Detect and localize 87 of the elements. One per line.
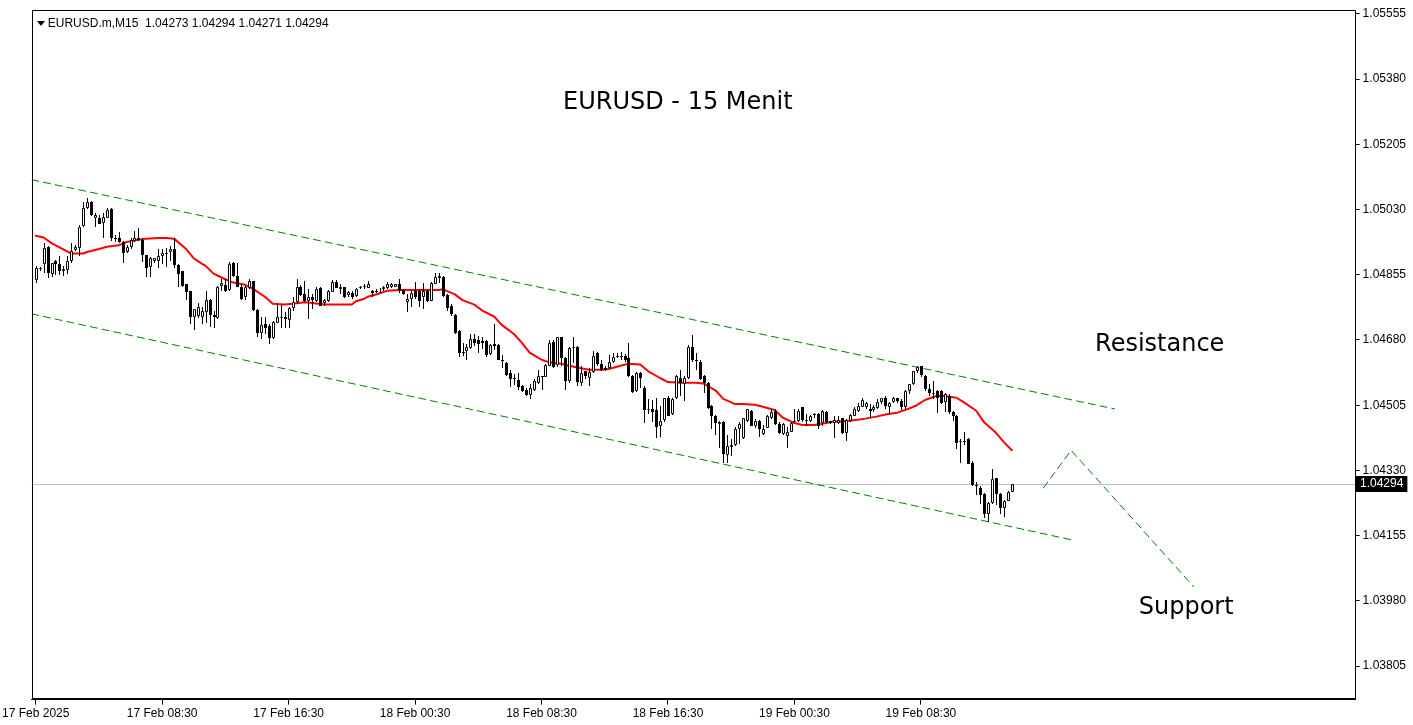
candlestick: [256, 308, 259, 338]
candlestick: [268, 323, 271, 345]
candlestick: [58, 255, 61, 276]
candlestick: [643, 385, 646, 424]
candlestick: [999, 492, 1002, 515]
candlestick: [70, 242, 73, 264]
candlestick: [679, 369, 682, 397]
candlestick: [683, 375, 686, 402]
x-tick-label: 17 Feb 2025: [2, 706, 70, 721]
x-tick-label: 18 Feb 08:30: [506, 706, 578, 721]
candlestick: [556, 336, 559, 368]
candlestick: [663, 397, 666, 423]
text: EURUSD - 15 Menit: [563, 87, 793, 116]
candlestick: [209, 298, 212, 328]
candlestick: [513, 373, 516, 386]
candlestick: [501, 354, 504, 369]
x-tick-label: 18 Feb 00:30: [379, 706, 451, 721]
y-tick-label: 1.04155: [1362, 527, 1407, 542]
candlestick: [675, 374, 678, 400]
candlestick: [833, 415, 836, 439]
candlestick: [157, 248, 160, 269]
candlestick: [699, 359, 702, 381]
y-tick-label: 1.04505: [1362, 397, 1407, 412]
y-tick-label: 1.04680: [1362, 332, 1407, 347]
candlestick: [228, 261, 231, 292]
candlestick: [983, 492, 986, 519]
x-tick-label: 18 Feb 16:30: [632, 706, 704, 721]
candlestick: [647, 398, 650, 415]
candlestick: [422, 282, 425, 310]
ref-line-label: 1.04294: [1360, 476, 1404, 491]
candlestick: [82, 201, 85, 228]
candlestick: [177, 263, 180, 288]
candlestick: [173, 237, 176, 269]
candlestick: [714, 414, 717, 436]
x-tick-label: 17 Feb 08:30: [126, 706, 198, 721]
candlestick: [738, 421, 741, 445]
candlestick: [560, 336, 563, 367]
candlestick: [655, 397, 658, 439]
candlestick: [78, 224, 81, 257]
candlestick: [948, 393, 951, 415]
candlestick: [805, 413, 808, 427]
candlestick: [786, 426, 789, 449]
candlestick: [280, 304, 283, 329]
candlestick: [430, 281, 433, 302]
candlestick: [592, 350, 595, 374]
candlestick: [975, 481, 978, 496]
y-tick-label: 1.05030: [1362, 201, 1407, 216]
candlestick: [635, 371, 638, 393]
annotation: Support: [1138, 592, 1234, 621]
candlestick: [687, 344, 690, 380]
candlestick: [102, 212, 105, 239]
y-tick-label: 1.05380: [1362, 71, 1407, 86]
candlestick: [991, 468, 994, 505]
candlestick: [936, 389, 939, 414]
x-tick-label: 19 Feb 00:30: [759, 706, 831, 721]
x-tick-label: 19 Feb 08:30: [885, 706, 957, 721]
candlestick: [932, 380, 935, 400]
candlestick: [141, 237, 144, 263]
x-tick-label: 17 Feb 16:30: [253, 706, 325, 721]
candlestick: [43, 242, 46, 274]
candlestick: [845, 418, 848, 442]
candlestick: [793, 408, 796, 423]
y-tick-label: 1.03805: [1362, 658, 1407, 673]
y-tick-label: 1.05205: [1362, 136, 1407, 151]
candlestick: [904, 389, 907, 410]
candlestick: [205, 290, 208, 324]
candlestick: [959, 438, 962, 464]
candlestick: [734, 426, 737, 447]
candlestick: [995, 477, 998, 506]
y-tick-label: 1.04330: [1362, 462, 1407, 477]
candlestick: [568, 346, 571, 384]
y-tick-label: 1.03980: [1362, 593, 1407, 608]
candlestick: [651, 399, 654, 423]
candlestick: [695, 352, 698, 371]
candlestick: [303, 280, 306, 303]
candlestick: [122, 240, 125, 264]
candlestick: [149, 256, 152, 278]
y-tick-label: 1.05555: [1362, 6, 1407, 21]
candlestick: [659, 405, 662, 438]
candlestick: [944, 392, 947, 413]
candlestick: [288, 306, 291, 329]
annotation: Resistance: [1095, 328, 1225, 357]
y-tick-label: 1.04855: [1362, 267, 1407, 282]
candlestick: [145, 254, 148, 278]
candlestick: [165, 247, 168, 268]
candlestick: [307, 288, 310, 320]
text: EURUSD.m,M15 1.04273 1.04294 1.04271 1.04294: [47, 15, 329, 30]
